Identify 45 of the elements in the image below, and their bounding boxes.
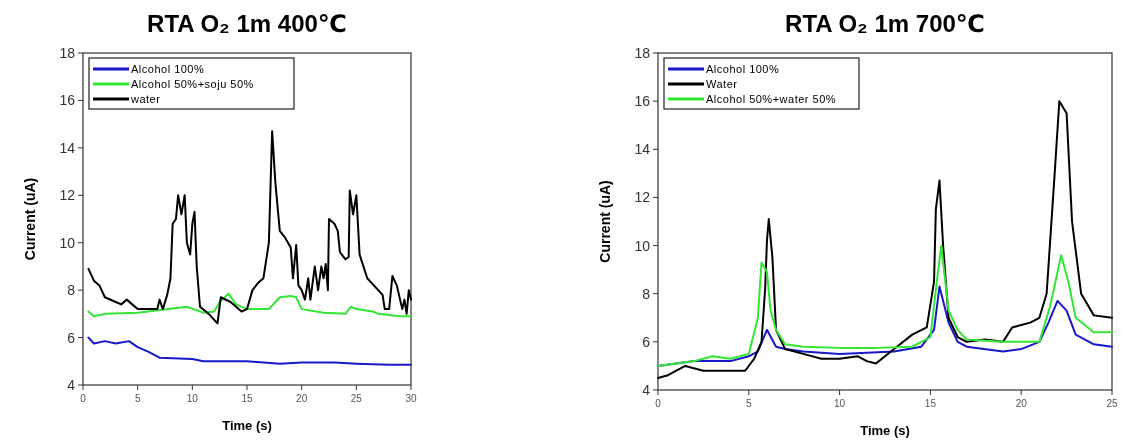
legend-label: Water: [706, 78, 738, 90]
y-tick-label: 4: [67, 377, 76, 393]
y-tick-label: 14: [634, 141, 651, 158]
legend-label: water: [130, 93, 161, 105]
y-tick-label: 8: [642, 285, 651, 302]
y-tick-label: 14: [59, 139, 76, 156]
y-tick-label: 12: [59, 187, 76, 204]
x-tick-label: 0: [655, 398, 662, 409]
legend-label: Alcohol 100%: [706, 63, 780, 75]
legend-label: Alcohol 50%+soju 50%: [131, 78, 254, 90]
x-tick-label: 0: [80, 393, 87, 404]
x-axis-title: Time (s): [860, 423, 910, 438]
y-tick-label: 4: [642, 382, 651, 398]
line-series: [87, 130, 412, 325]
line-series: [87, 336, 412, 366]
y-tick-label: 10: [634, 237, 651, 254]
x-tick-label: 15: [924, 398, 937, 409]
legend-label: Alcohol 100%: [131, 63, 205, 75]
x-axis-title: Time (s): [222, 418, 272, 433]
x-tick-label: 25: [350, 393, 363, 404]
chart-title: RTA O₂ 1m 400℃: [147, 10, 347, 37]
y-tick-label: 16: [59, 92, 76, 109]
y-tick-label: 10: [59, 234, 76, 251]
x-tick-label: 10: [834, 398, 846, 409]
y-tick-label: 6: [67, 329, 76, 346]
x-tick-label: 20: [1015, 398, 1028, 409]
y-axis-title: Current (uA): [22, 177, 38, 261]
y-tick-label: 6: [642, 333, 651, 350]
y-axis-title: Current (uA): [597, 180, 613, 263]
y-tick-label: 12: [634, 189, 651, 206]
x-tick-label: 10: [186, 393, 199, 404]
line-series: [657, 244, 1113, 367]
x-tick-label: 5: [746, 398, 753, 409]
y-tick-label: 16: [634, 93, 651, 110]
x-tick-label: 30: [405, 393, 417, 404]
x-tick-label: 15: [241, 393, 253, 404]
y-tick-label: 18: [59, 45, 76, 61]
y-tick-label: 18: [634, 45, 651, 61]
y-tick-label: 8: [67, 282, 76, 299]
x-tick-label: 5: [134, 393, 141, 404]
line-series: [87, 292, 412, 318]
x-tick-label: 25: [1106, 398, 1118, 409]
chart-title: RTA O₂ 1m 700℃: [785, 10, 985, 37]
legend-label: Alcohol 50%+water 50%: [706, 93, 837, 105]
x-tick-label: 20: [296, 393, 308, 404]
